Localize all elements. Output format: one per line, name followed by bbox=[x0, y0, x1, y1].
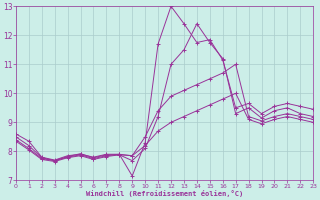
X-axis label: Windchill (Refroidissement éolien,°C): Windchill (Refroidissement éolien,°C) bbox=[86, 190, 243, 197]
